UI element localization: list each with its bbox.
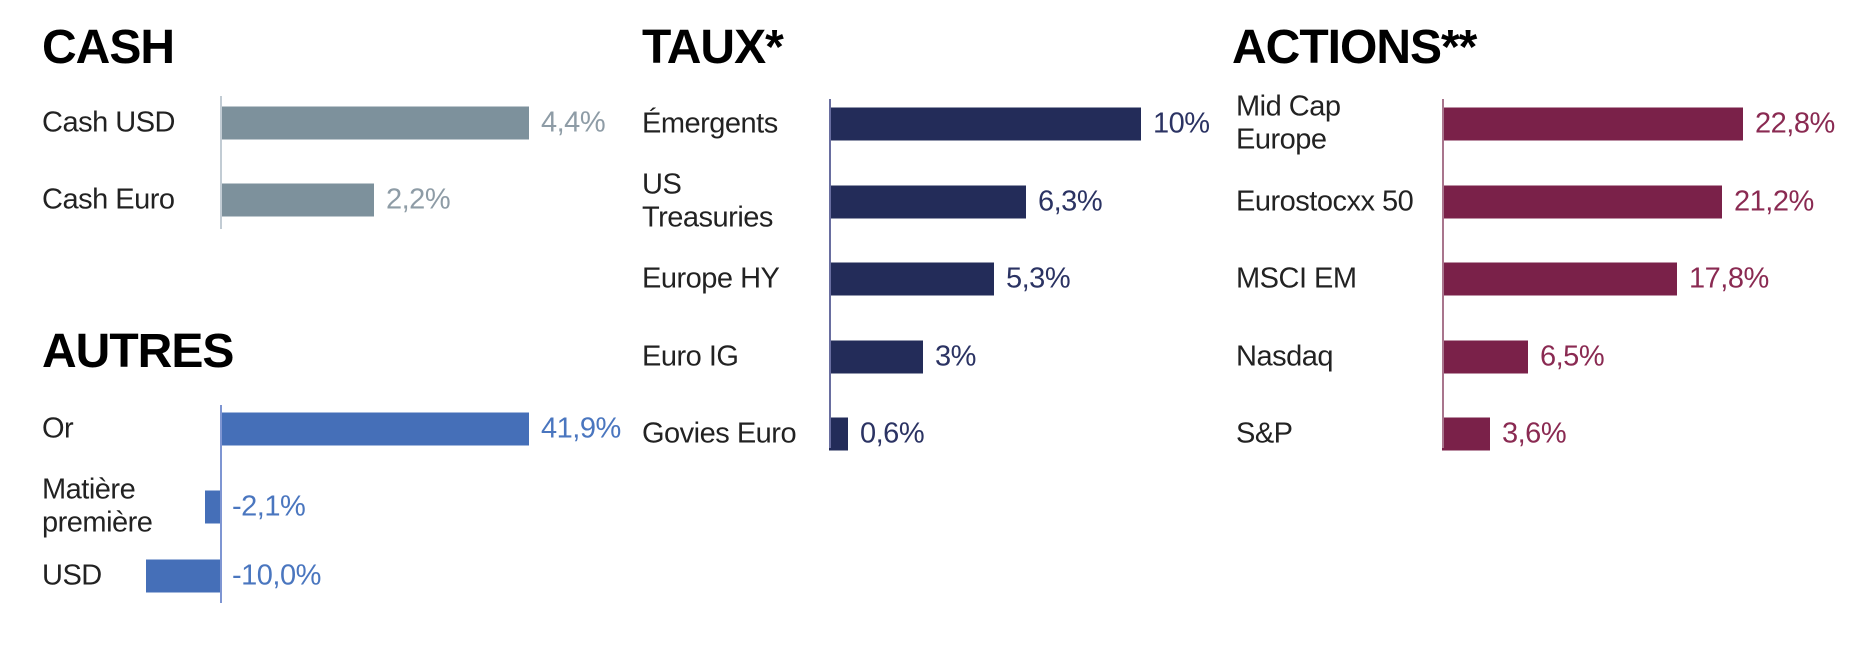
taux-bar-1 bbox=[829, 185, 1026, 218]
taux-value-label-3: 3% bbox=[935, 340, 976, 372]
actions-bar-1 bbox=[1442, 185, 1722, 218]
chart-title-taux: TAUX* bbox=[642, 21, 784, 74]
chart-title-autres: AUTRES bbox=[42, 325, 234, 378]
chart-title-actions: ACTIONS** bbox=[1232, 21, 1477, 74]
taux-bar-0 bbox=[829, 107, 1141, 141]
actions-value-label-3: 6,5% bbox=[1540, 340, 1605, 372]
actions-value-label-4: 3,6% bbox=[1502, 417, 1567, 450]
autres-category-label-0: Or bbox=[42, 412, 74, 445]
taux-category-label-4: Govies Euro bbox=[642, 417, 797, 450]
taux-category-label-1: US Treasuries bbox=[642, 168, 773, 234]
actions-bar-3 bbox=[1442, 340, 1528, 373]
actions-axis-line bbox=[1442, 99, 1444, 448]
cash-value-label-1: 2,2% bbox=[386, 183, 451, 216]
taux-bar-2 bbox=[829, 262, 994, 296]
taux-value-label-4: 0,6% bbox=[860, 417, 925, 450]
autres-value-label-1: -2,1% bbox=[232, 490, 306, 523]
actions-bar-0 bbox=[1442, 107, 1743, 141]
taux-category-label-0: Émergents bbox=[642, 107, 778, 140]
actions-category-label-3: Nasdaq bbox=[1236, 339, 1333, 372]
cash-bar-1 bbox=[220, 183, 374, 217]
taux-bar-3 bbox=[829, 340, 923, 373]
taux-bar-4 bbox=[829, 417, 848, 451]
actions-category-label-4: S&P bbox=[1236, 417, 1293, 450]
cash-axis-line bbox=[220, 96, 222, 229]
actions-value-label-2: 17,8% bbox=[1689, 262, 1769, 295]
actions-value-label-1: 21,2% bbox=[1734, 185, 1814, 217]
cash-category-label-1: Cash Euro bbox=[42, 183, 175, 216]
autres-axis-line bbox=[220, 405, 222, 603]
actions-bar-2 bbox=[1442, 262, 1677, 296]
autres-bar-0 bbox=[220, 412, 529, 446]
taux-value-label-2: 5,3% bbox=[1006, 262, 1071, 295]
autres-value-label-2: -10,0% bbox=[232, 559, 321, 592]
actions-category-label-2: MSCI EM bbox=[1236, 262, 1357, 295]
taux-category-label-3: Euro IG bbox=[642, 339, 739, 372]
actions-category-label-0: Mid Cap Europe bbox=[1236, 90, 1341, 156]
autres-bar-2 bbox=[146, 559, 220, 593]
taux-category-label-2: Europe HY bbox=[642, 262, 780, 295]
actions-category-label-1: Eurostocxx 50 bbox=[1236, 184, 1414, 217]
actions-bar-4 bbox=[1442, 417, 1490, 451]
cash-bar-0 bbox=[220, 106, 529, 140]
actions-value-label-0: 22,8% bbox=[1755, 107, 1835, 140]
cash-value-label-0: 4,4% bbox=[541, 106, 606, 139]
taux-axis-line bbox=[829, 99, 831, 448]
autres-value-label-0: 41,9% bbox=[541, 412, 621, 445]
taux-value-label-0: 10% bbox=[1153, 107, 1210, 140]
autres-bar-1 bbox=[205, 490, 220, 524]
cash-category-label-0: Cash USD bbox=[42, 106, 176, 139]
autres-category-label-1: Matière première bbox=[42, 473, 153, 539]
taux-value-label-1: 6,3% bbox=[1038, 185, 1103, 217]
chart-title-cash: CASH bbox=[42, 21, 175, 74]
autres-category-label-2: USD bbox=[42, 559, 102, 592]
